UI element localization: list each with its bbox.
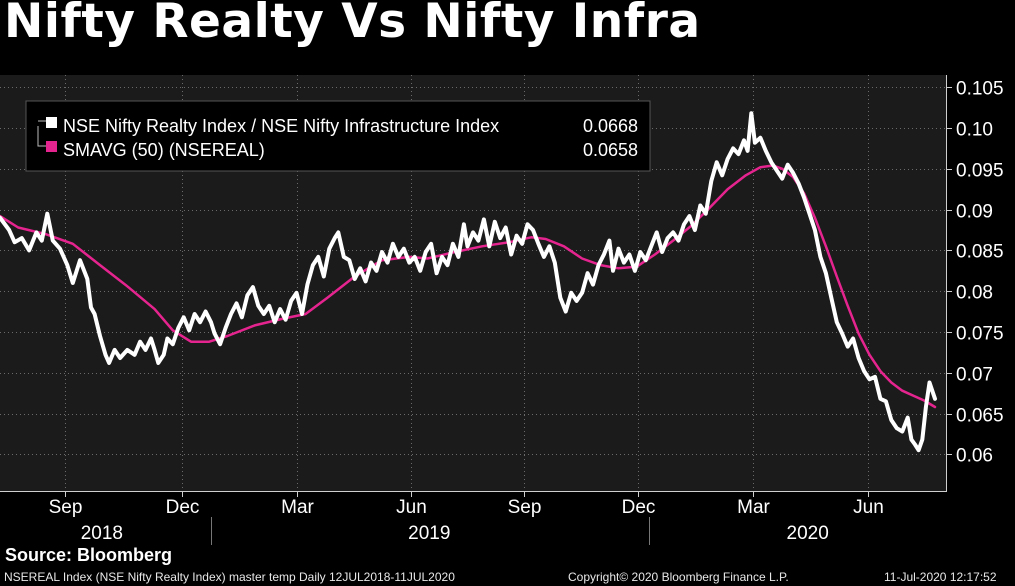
- x-tick-label: Dec: [622, 497, 656, 518]
- ratio-line: [0, 111, 937, 453]
- x-tick-label: Mar: [281, 497, 314, 518]
- y-tick-label: 0.065: [956, 406, 1004, 427]
- legend: NSE Nifty Realty Index / NSE Nifty Infra…: [25, 100, 651, 172]
- y-tick-label: 0.095: [956, 161, 1004, 182]
- legend-swatch-sma: [46, 141, 57, 152]
- x-tick-label: Jun: [396, 497, 427, 518]
- legend-value-ratio: 0.0668: [583, 116, 638, 136]
- y-tick-label: 0.085: [956, 242, 1004, 263]
- y-tick-label: 0.075: [956, 324, 1004, 345]
- footer-ticker-info: NSEREAL Index (NSE Nifty Realty Index) m…: [4, 570, 455, 584]
- x-tick-label: Mar: [737, 497, 770, 518]
- footer-copyright: Copyright© 2020 Bloomberg Finance L.P.: [568, 570, 789, 584]
- y-tick-label: 0.09: [956, 202, 993, 223]
- year-label: 2020: [787, 523, 829, 544]
- x-axis-ticks: Sep Dec Mar Jun Sep Dec Mar Jun 2018 2019 2020: [49, 491, 884, 545]
- sma-series: [0, 164, 937, 409]
- y-axis-ticks: 0.105 0.10 0.095 0.09 0.085 0.08 0.075 0.07 0.06…: [946, 79, 1004, 467]
- year-label: 2018: [81, 523, 123, 544]
- x-tick-label: Jun: [853, 497, 884, 518]
- legend-connector: [37, 120, 46, 147]
- legend-box: [25, 100, 651, 172]
- chart-title: Nifty Realty Vs Nifty Infra: [4, 0, 701, 49]
- y-tick-label: 0.06: [956, 446, 993, 467]
- footer-timestamp: 11-Jul-2020 12:17:52: [884, 570, 997, 584]
- y-tick-label: 0.10: [956, 120, 993, 141]
- source-label: Source: Bloomberg: [5, 545, 173, 565]
- legend-swatch-ratio: [46, 117, 57, 128]
- y-tick-label: 0.105: [956, 79, 1004, 100]
- legend-label-sma: SMAVG (50) (NSEREAL): [63, 140, 265, 160]
- legend-label-ratio: NSE Nifty Realty Index / NSE Nifty Infra…: [63, 116, 499, 136]
- legend-value-sma: 0.0658: [583, 140, 638, 160]
- gridlines: [0, 75, 946, 491]
- sma-line: [0, 164, 937, 409]
- x-tick-label: Dec: [166, 497, 200, 518]
- x-tick-label: Sep: [508, 497, 542, 518]
- footer-bar: [0, 567, 1015, 586]
- year-label: 2019: [408, 523, 450, 544]
- x-tick-label: Sep: [49, 497, 83, 518]
- ratio-series: [0, 111, 937, 453]
- y-tick-label: 0.08: [956, 283, 993, 304]
- y-tick-label: 0.07: [956, 365, 993, 386]
